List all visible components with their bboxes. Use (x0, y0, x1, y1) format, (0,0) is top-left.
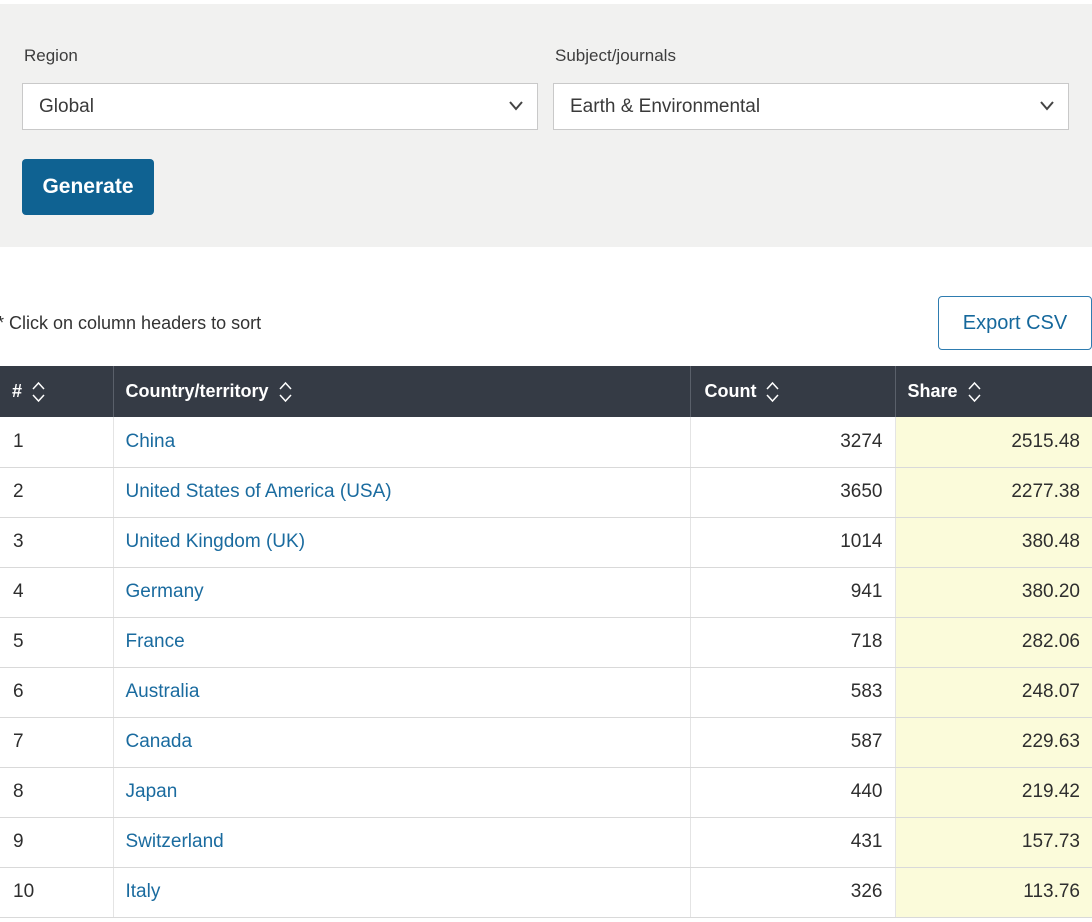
country-cell: France (113, 617, 691, 668)
country-cell: Italy (113, 867, 691, 918)
country-cell: Australia (113, 667, 691, 718)
rank-cell: 9 (0, 817, 114, 868)
export-csv-button[interactable]: Export CSV (938, 296, 1092, 350)
column-header-country-label: Country/territory (125, 381, 269, 401)
country-ranking-table: # Country/territory (0, 366, 1092, 918)
rank-cell: 2 (0, 467, 114, 518)
column-header-rank[interactable]: # (0, 366, 114, 417)
country-cell: United States of America (USA) (113, 467, 691, 518)
table-row: 6 Australia 583 248.07 (0, 667, 1092, 718)
sort-icon (967, 381, 981, 402)
count-cell: 326 (690, 867, 896, 918)
country-link[interactable]: France (125, 631, 185, 652)
count-cell: 3650 (690, 467, 896, 518)
sort-icon (766, 381, 780, 402)
table-row: 7 Canada 587 229.63 (0, 717, 1092, 768)
region-select[interactable]: Global (22, 83, 538, 130)
rank-cell: 1 (0, 417, 114, 468)
country-link[interactable]: United Kingdom (UK) (125, 531, 306, 552)
sort-icon (32, 381, 45, 402)
rank-cell: 8 (0, 767, 114, 818)
column-header-count[interactable]: Count (690, 366, 896, 417)
share-cell: 113.76 (895, 867, 1092, 918)
subject-label: Subject/journals (555, 46, 676, 65)
share-cell: 2515.48 (895, 417, 1092, 468)
country-cell: China (113, 417, 691, 468)
rank-cell: 6 (0, 667, 114, 718)
country-link[interactable]: Canada (125, 731, 193, 752)
share-cell: 380.20 (895, 567, 1092, 618)
table-header: # Country/territory (0, 366, 1092, 417)
country-link[interactable]: Germany (125, 581, 204, 602)
rank-cell: 3 (0, 517, 114, 568)
table-row: 4 Germany 941 380.20 (0, 567, 1092, 618)
table-row: 2 United States of America (USA) 3650 22… (0, 467, 1092, 518)
rank-cell: 7 (0, 717, 114, 768)
share-cell: 157.73 (895, 817, 1092, 868)
count-cell: 587 (690, 717, 896, 768)
sort-icon (278, 381, 292, 402)
table-row: 9 Switzerland 431 157.73 (0, 817, 1092, 868)
share-cell: 380.48 (895, 517, 1092, 568)
column-header-rank-label: # (12, 381, 23, 401)
region-label: Region (24, 46, 78, 65)
count-cell: 440 (690, 767, 896, 818)
share-cell: 229.63 (895, 717, 1092, 768)
table-row: 5 France 718 282.06 (0, 617, 1092, 668)
count-cell: 718 (690, 617, 896, 668)
share-cell: 282.06 (895, 617, 1092, 668)
table-row: 10 Italy 326 113.76 (0, 867, 1092, 918)
count-cell: 941 (690, 567, 896, 618)
filter-panel: Region Global Subject/journals Earth & E… (0, 4, 1092, 247)
country-link[interactable]: Australia (125, 681, 200, 702)
generate-button[interactable]: Generate (22, 159, 154, 215)
country-link[interactable]: Italy (125, 881, 161, 902)
rank-cell: 5 (0, 617, 114, 668)
country-link[interactable]: China (125, 430, 176, 452)
subject-select-wrap: Earth & Environmental (553, 83, 1069, 130)
sort-hint-text: * Click on column headers to sort (0, 313, 262, 333)
rank-cell: 10 (0, 867, 114, 918)
table-body: 1 China 3274 2515.48 2 United States of … (0, 417, 1092, 918)
country-link[interactable]: Switzerland (125, 831, 224, 852)
country-link[interactable]: United States of America (USA) (125, 481, 392, 502)
rank-cell: 4 (0, 567, 114, 618)
count-cell: 583 (690, 667, 896, 718)
country-cell: Switzerland (113, 817, 691, 868)
table-row: 3 United Kingdom (UK) 1014 380.48 (0, 517, 1092, 568)
table-row: 8 Japan 440 219.42 (0, 767, 1092, 818)
country-link[interactable]: Japan (125, 781, 178, 802)
column-header-share[interactable]: Share (895, 366, 1092, 417)
count-cell: 1014 (690, 517, 896, 568)
country-cell: Japan (113, 767, 691, 818)
column-header-count-label: Count (704, 381, 757, 401)
count-cell: 3274 (690, 417, 896, 468)
share-cell: 2277.38 (895, 467, 1092, 518)
count-cell: 431 (690, 817, 896, 868)
share-cell: 248.07 (895, 667, 1092, 718)
column-header-share-label: Share (907, 381, 958, 401)
share-cell: 219.42 (895, 767, 1092, 818)
table-row: 1 China 3274 2515.48 (0, 417, 1092, 468)
column-header-country[interactable]: Country/territory (113, 366, 691, 417)
country-cell: Canada (113, 717, 691, 768)
country-cell: United Kingdom (UK) (113, 517, 691, 568)
country-cell: Germany (113, 567, 691, 618)
region-select-wrap: Global (22, 83, 538, 130)
subject-select[interactable]: Earth & Environmental (553, 83, 1069, 130)
